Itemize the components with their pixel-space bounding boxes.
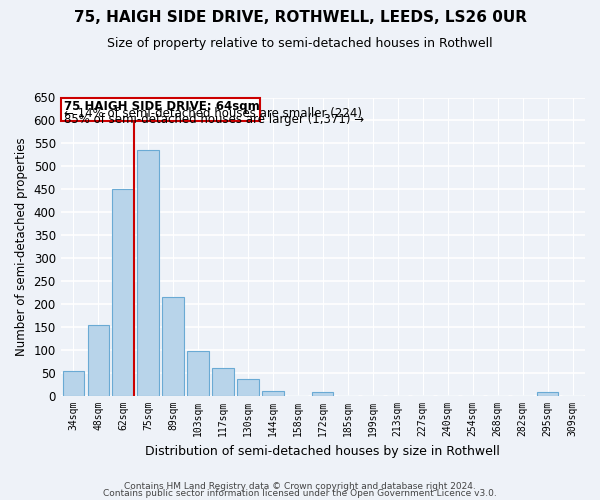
Text: ← 14% of semi-detached houses are smaller (224): ← 14% of semi-detached houses are smalle… (64, 106, 362, 120)
Bar (62, 371, 84, 396)
Text: Contains public sector information licensed under the Open Government Licence v3: Contains public sector information licen… (103, 490, 497, 498)
Y-axis label: Number of semi-detached properties: Number of semi-detached properties (15, 138, 28, 356)
Bar (88, 325, 109, 396)
Bar (262, 392, 284, 396)
Bar (137, 150, 158, 396)
Bar (537, 392, 558, 396)
Bar (163, 298, 184, 396)
FancyBboxPatch shape (61, 98, 260, 122)
Text: Contains HM Land Registry data © Crown copyright and database right 2024.: Contains HM Land Registry data © Crown c… (124, 482, 476, 491)
Bar (212, 368, 233, 396)
Text: Size of property relative to semi-detached houses in Rothwell: Size of property relative to semi-detach… (107, 38, 493, 51)
Text: 75, HAIGH SIDE DRIVE, ROTHWELL, LEEDS, LS26 0UR: 75, HAIGH SIDE DRIVE, ROTHWELL, LEEDS, L… (74, 10, 527, 25)
X-axis label: Distribution of semi-detached houses by size in Rothwell: Distribution of semi-detached houses by … (145, 444, 500, 458)
Bar (112, 190, 134, 396)
Bar (238, 379, 259, 396)
Bar (187, 351, 209, 396)
Bar (312, 392, 334, 396)
Text: 85% of semi-detached houses are larger (1,371) →: 85% of semi-detached houses are larger (… (64, 113, 365, 126)
Text: 75 HAIGH SIDE DRIVE: 64sqm: 75 HAIGH SIDE DRIVE: 64sqm (64, 100, 260, 114)
